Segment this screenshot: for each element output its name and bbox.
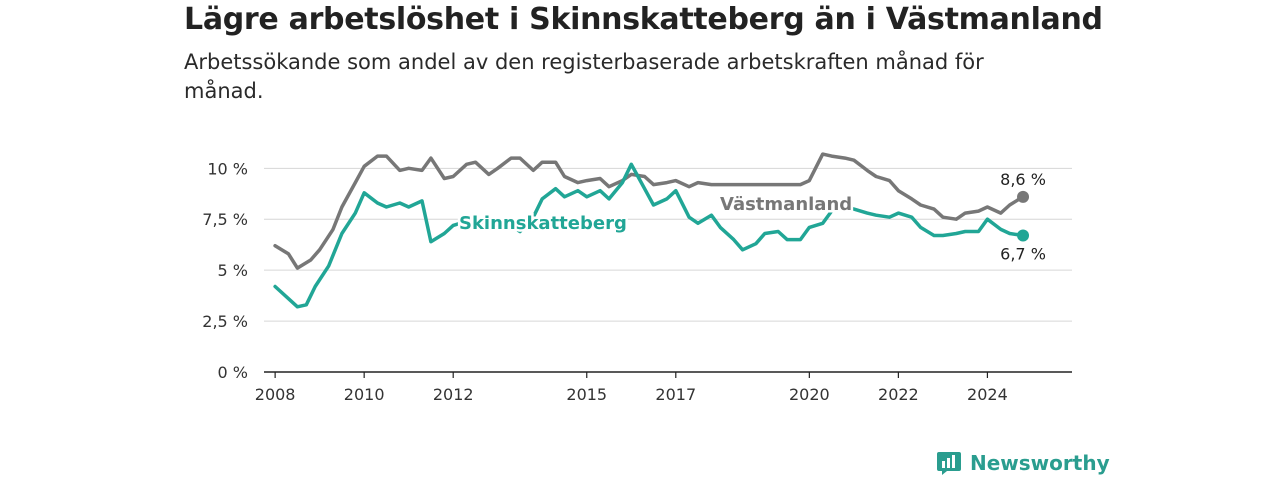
series-end-marker-v-stmanland xyxy=(1017,190,1030,203)
y-tick-label: 10 % xyxy=(207,159,248,178)
newsworthy-logo: Newsworthy xyxy=(936,448,1110,478)
x-tick-label: 2012 xyxy=(433,385,474,404)
x-tick-label: 2022 xyxy=(878,385,919,404)
series-labels: Västmanland Skinnskatteberg 8,6 % 6,7 % xyxy=(457,168,1048,266)
end-value-label-skinnskatteberg: 6,7 % xyxy=(1000,245,1046,264)
series-line-v-stmanland xyxy=(273,152,1025,270)
x-axis-tick-labels: 2008 2010 2012 2015 2017 2020 2022 2024 xyxy=(255,372,1008,404)
series-line-skinnskatteberg xyxy=(273,162,1025,309)
x-tick-label: 2017 xyxy=(655,385,696,404)
y-tick-label: 0 % xyxy=(218,363,248,382)
chart-title: Lägre arbetslöshet i Skinnskatteberg än … xyxy=(184,2,1103,37)
series-label-skinnskatteberg: Skinnskatteberg xyxy=(459,213,627,234)
end-value-label-vastmanland: 8,6 % xyxy=(1000,170,1046,189)
y-tick-label: 2,5 % xyxy=(202,312,248,331)
y-tick-label: 7,5 % xyxy=(202,210,248,229)
x-tick-label: 2015 xyxy=(566,385,607,404)
x-tick-label: 2020 xyxy=(789,385,830,404)
brand-name: Newsworthy xyxy=(970,451,1110,475)
x-tick-label: 2008 xyxy=(255,385,296,404)
x-tick-label: 2024 xyxy=(967,385,1008,404)
y-axis-tick-labels: 0 % 2,5 % 5 % 7,5 % 10 % xyxy=(202,159,248,382)
bar-chart-speech-bubble-icon xyxy=(937,452,961,475)
chart-subtitle: Arbetssökande som andel av den registerb… xyxy=(184,50,984,103)
series-lines xyxy=(273,152,1030,309)
series-label-vastmanland: Västmanland xyxy=(720,194,852,215)
series-end-marker-skinnskatteberg xyxy=(1017,229,1030,242)
x-tick-label: 2010 xyxy=(344,385,385,404)
y-tick-label: 5 % xyxy=(218,261,248,280)
